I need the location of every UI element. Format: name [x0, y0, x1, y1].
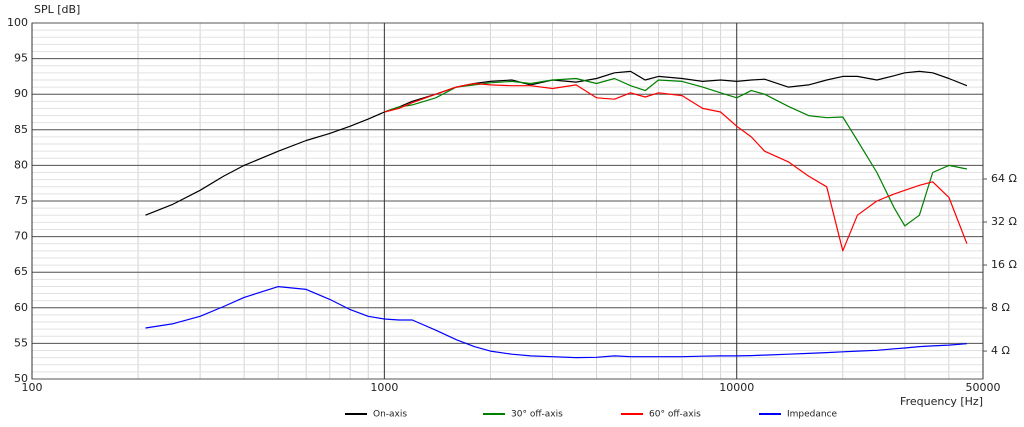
legend-label: 30° off-axis [511, 410, 563, 420]
y-tick-label: 60 [14, 301, 28, 314]
legend-label: On-axis [373, 410, 407, 420]
y-axis-label: SPL [dB] [34, 3, 80, 16]
x-tick-label: 1000 [370, 381, 398, 394]
y-tick-label: 70 [14, 230, 28, 243]
y2-tick-label: 4 Ω [991, 344, 1010, 357]
y-tick-label: 65 [14, 265, 28, 278]
y-tick-label: 50 [14, 372, 28, 385]
y-tick-label: 75 [14, 194, 28, 207]
series-line [384, 82, 968, 252]
y2-tick-label: 16 Ω [991, 258, 1017, 271]
series-line [145, 286, 967, 359]
y-tick-label: 95 [14, 52, 28, 65]
y-tick-label: 85 [14, 123, 28, 136]
x-axis-label: Frequency [Hz] [900, 395, 983, 408]
legend-label: Impedance [787, 410, 838, 420]
y-tick-label: 100 [7, 16, 28, 29]
series-line [145, 70, 968, 216]
y-tick-label: 90 [14, 87, 28, 100]
y2-tick-label: 8 Ω [991, 301, 1010, 314]
y-tick-label: 55 [14, 336, 28, 349]
y-tick-label: 80 [14, 158, 28, 171]
x-tick-label: 10000 [719, 381, 754, 394]
x-tick-label: 100 [22, 381, 43, 394]
y2-tick-label: 64 Ω [991, 172, 1017, 185]
x-tick-label: 50000 [966, 381, 1001, 394]
y2-tick-label: 32 Ω [991, 215, 1017, 228]
legend-label: 60° off-axis [649, 410, 701, 420]
